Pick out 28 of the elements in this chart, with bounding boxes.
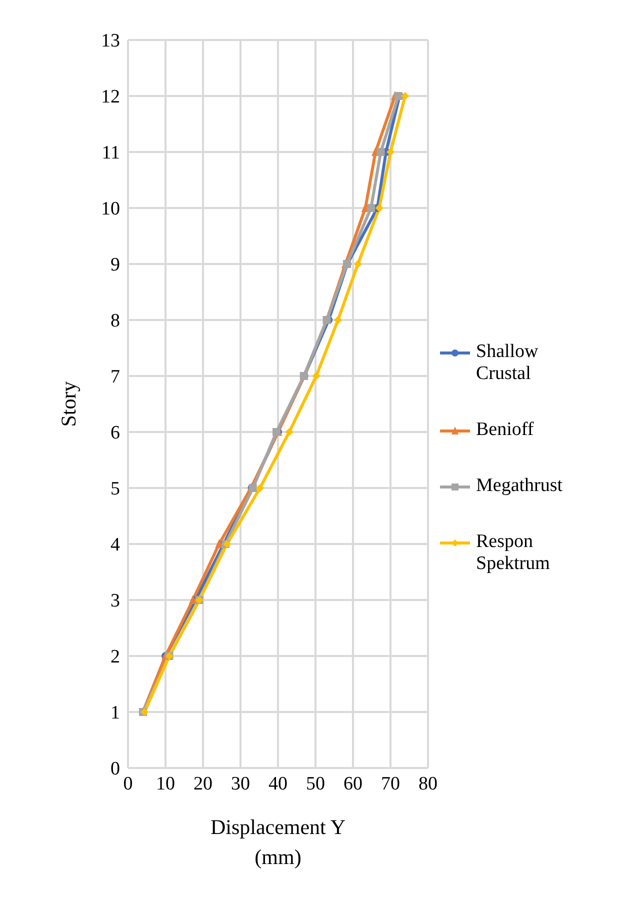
- y-tick-label: 4: [110, 534, 120, 556]
- legend-label: Benioff: [476, 419, 535, 441]
- x-tick-label: 30: [231, 773, 250, 794]
- y-tick-label: 2: [110, 646, 120, 668]
- y-tick-label: 11: [102, 142, 120, 164]
- legend-label: Respon Spektrum: [476, 531, 551, 575]
- y-tick-label: 13: [101, 30, 120, 52]
- x-tick-label: 10: [156, 773, 175, 794]
- y-tick-label: 9: [110, 254, 120, 276]
- y-tick-label: 8: [110, 310, 120, 332]
- x-tick-label: 40: [268, 773, 288, 794]
- y-tick-label: 7: [110, 366, 120, 388]
- x-axis-title: Displacement Y (mm): [210, 815, 346, 869]
- x-tick-label: 60: [344, 773, 362, 794]
- x-tick-label: 70: [381, 773, 400, 794]
- x-tick-label: 80: [418, 773, 438, 794]
- y-tick-label: 6: [110, 422, 120, 444]
- legend-label: Shallow Crustal: [476, 341, 540, 385]
- y-tick-label: 1: [110, 702, 120, 724]
- y-tick-label: 5: [110, 478, 120, 500]
- y-tick-label: 10: [101, 198, 120, 220]
- x-tick-label: 50: [306, 773, 325, 794]
- y-tick-label: 0: [110, 758, 120, 780]
- x-tick-label: 20: [194, 773, 212, 794]
- legend-label: Megathrust: [476, 475, 564, 497]
- y-tick-label: 3: [110, 590, 120, 612]
- y-tick-label: 12: [101, 86, 120, 108]
- y-axis-title: Story: [56, 380, 80, 427]
